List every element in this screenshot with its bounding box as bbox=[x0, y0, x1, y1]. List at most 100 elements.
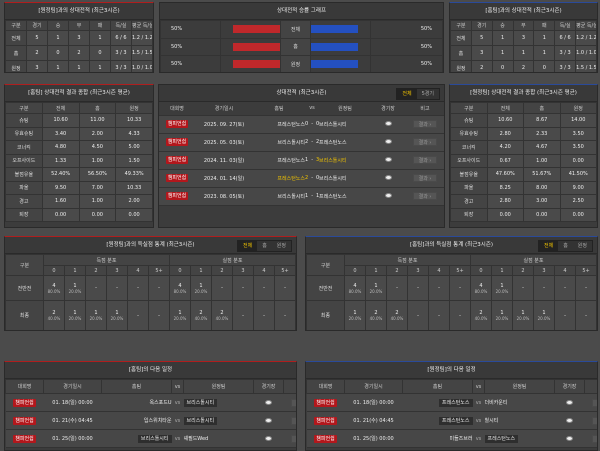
home-team[interactable]: 프레스턴노스 bbox=[438, 399, 473, 407]
table-cell: 2.00 bbox=[115, 194, 153, 209]
home-team[interactable]: 프레스턴노스 bbox=[253, 150, 305, 170]
compare-button[interactable]: 비교 › bbox=[291, 398, 296, 407]
away-team[interactable]: 브리스톨시티 bbox=[183, 417, 218, 425]
away-team[interactable]: 프레스턴노스 bbox=[319, 132, 371, 152]
row-label: 볼점유율 bbox=[5, 167, 43, 182]
away-pct-label: 50% bbox=[370, 55, 443, 72]
league-cell: 챔피언쉽 bbox=[5, 429, 44, 448]
compare-button[interactable]: 비교 › bbox=[592, 398, 597, 407]
stadium-icon[interactable] bbox=[384, 157, 392, 162]
result-button[interactable]: 결과 › bbox=[412, 156, 438, 164]
goal-count: - bbox=[242, 312, 244, 319]
league-badge[interactable]: 챔피언쉽 bbox=[13, 416, 36, 425]
match-date: 01. 21(수) 04:45 bbox=[43, 411, 102, 430]
column-header: 무 bbox=[68, 20, 90, 31]
home-team[interactable]: 옥스포드U bbox=[149, 400, 172, 406]
table-cell: 14.00 bbox=[559, 113, 597, 128]
league-badge[interactable]: 챔피언쉽 bbox=[314, 398, 337, 407]
home-team[interactable]: 브리스톨시티 bbox=[137, 435, 172, 443]
away-team[interactable]: 프레스턴노스 bbox=[319, 186, 371, 206]
scored-header: 득점 분포 bbox=[43, 254, 170, 266]
home-team[interactable]: 프레스턴노스 bbox=[253, 114, 305, 134]
home-team[interactable]: 브리스톨시티 bbox=[253, 186, 305, 206]
away-team[interactable]: 더비카운티 bbox=[484, 400, 508, 406]
row-label: 전반전 bbox=[306, 275, 345, 301]
away-team[interactable]: 프레스턴노스 bbox=[484, 435, 519, 443]
result-button[interactable]: 결과 › bbox=[412, 174, 438, 182]
stadium-icon[interactable] bbox=[384, 193, 392, 198]
stats-left-panel: [홈팀] 상대전적 결과 종합 (최근3시즌 평균) 구분 전체 홈 원정 슈팅 10.60… bbox=[4, 84, 154, 228]
goal-cell: - bbox=[407, 300, 429, 330]
league-badge[interactable]: 챔피언쉽 bbox=[165, 120, 189, 128]
tab-0[interactable]: 전체 bbox=[237, 241, 258, 251]
league-badge[interactable]: 챔피언쉽 bbox=[314, 434, 337, 443]
league-badge[interactable]: 챔피언쉽 bbox=[165, 156, 189, 164]
table-cell: 2.00 bbox=[78, 126, 117, 141]
home-team[interactable]: 미들즈브러 bbox=[449, 436, 473, 442]
away-team[interactable]: 브리스톨시티 bbox=[183, 399, 218, 407]
result-button[interactable]: 결과 › bbox=[412, 192, 438, 200]
home-team[interactable]: 프레스턴노스 bbox=[438, 417, 473, 425]
stadium-icon[interactable] bbox=[265, 399, 272, 405]
stadium-icon[interactable] bbox=[384, 121, 392, 126]
column-header: 구분 bbox=[5, 20, 27, 31]
goal-count: 4 bbox=[479, 282, 483, 289]
league-badge[interactable]: 챔피언쉽 bbox=[13, 398, 36, 407]
tab-0[interactable]: 전체 bbox=[397, 89, 417, 99]
row-label: 유효슈팅 bbox=[5, 126, 43, 141]
league-badge[interactable]: 챔피언쉽 bbox=[165, 174, 189, 182]
away-cell: 브리스톨시티 bbox=[183, 393, 254, 412]
tab-2[interactable]: 원정 bbox=[577, 243, 587, 249]
compare-button[interactable]: 비교 › bbox=[291, 434, 296, 443]
stadium-icon[interactable] bbox=[384, 175, 392, 180]
winrate-row: 50% 원정 50% bbox=[160, 55, 443, 72]
away-team[interactable]: 브리스톨시티 bbox=[319, 168, 371, 188]
tab-1[interactable]: 홈 bbox=[563, 243, 568, 249]
goal-pct: 20.0% bbox=[537, 316, 551, 321]
stadium-icon[interactable] bbox=[566, 417, 573, 423]
stadium-cell bbox=[371, 132, 405, 152]
goal-count: 1 bbox=[178, 310, 182, 316]
goals-right-panel: [홈팀]과의 득실점 통계 (최근3시즌) 전체 홈 원정 구분 득점 분포 실점 분포 0 1… bbox=[305, 236, 598, 331]
result-button[interactable]: 결과 › bbox=[412, 120, 438, 128]
goal-pct: 20.0% bbox=[495, 288, 509, 294]
goal-count: 1 bbox=[115, 310, 119, 316]
home-team[interactable]: 입스위치타운 bbox=[143, 418, 172, 424]
stadium-icon[interactable] bbox=[384, 139, 392, 144]
result-button[interactable]: 결과 › bbox=[412, 138, 438, 146]
stadium-cell bbox=[371, 186, 405, 206]
stadium-icon[interactable] bbox=[566, 399, 573, 405]
stadium-icon[interactable] bbox=[265, 417, 272, 423]
goal-count: 1 bbox=[199, 282, 203, 289]
home-team[interactable]: 프레스턴노스 bbox=[253, 168, 305, 188]
tab-1[interactable]: 홈 bbox=[262, 243, 267, 249]
tab-2[interactable]: 원정 bbox=[276, 243, 286, 249]
table-cell: 1.00 bbox=[78, 153, 117, 168]
away-team[interactable]: 브리스톨시티 bbox=[319, 114, 371, 134]
compare-button[interactable]: 비교 › bbox=[291, 416, 296, 425]
tab-1[interactable]: 5경기 bbox=[421, 91, 434, 97]
compare-button[interactable]: 비교 › bbox=[592, 416, 597, 425]
table-cell: 1.2 / 1.2 bbox=[575, 30, 597, 46]
goal-count: - bbox=[137, 285, 139, 291]
goal-count: 1 bbox=[500, 282, 504, 289]
table-cell: 3.50 bbox=[559, 126, 597, 141]
goal-cell: 1 20.0% bbox=[533, 300, 555, 330]
goal-count: 2 bbox=[52, 310, 56, 316]
league-badge[interactable]: 챔피언쉽 bbox=[165, 192, 189, 200]
away-team[interactable]: 헐시티 bbox=[484, 418, 499, 424]
home-team[interactable]: 브리스톨시티 bbox=[253, 132, 305, 152]
match-date: 2023. 08. 05(토) bbox=[195, 186, 253, 206]
stadium-icon[interactable] bbox=[566, 435, 573, 441]
league-badge[interactable]: 챔피언쉽 bbox=[165, 138, 189, 146]
away-team[interactable]: 셰필드Wed bbox=[183, 436, 209, 442]
goal-cell: - bbox=[106, 275, 128, 301]
table-cell: 0.67 bbox=[486, 153, 524, 168]
compare-button[interactable]: 비교 › bbox=[592, 434, 597, 443]
away-team[interactable]: 브리스톨시티 bbox=[319, 150, 371, 170]
tab-0[interactable]: 전체 bbox=[538, 241, 559, 251]
bucket-header: 0 bbox=[344, 265, 366, 276]
stadium-icon[interactable] bbox=[265, 435, 272, 441]
league-badge[interactable]: 챔피언쉽 bbox=[314, 416, 337, 425]
league-badge[interactable]: 챔피언쉽 bbox=[13, 434, 36, 443]
